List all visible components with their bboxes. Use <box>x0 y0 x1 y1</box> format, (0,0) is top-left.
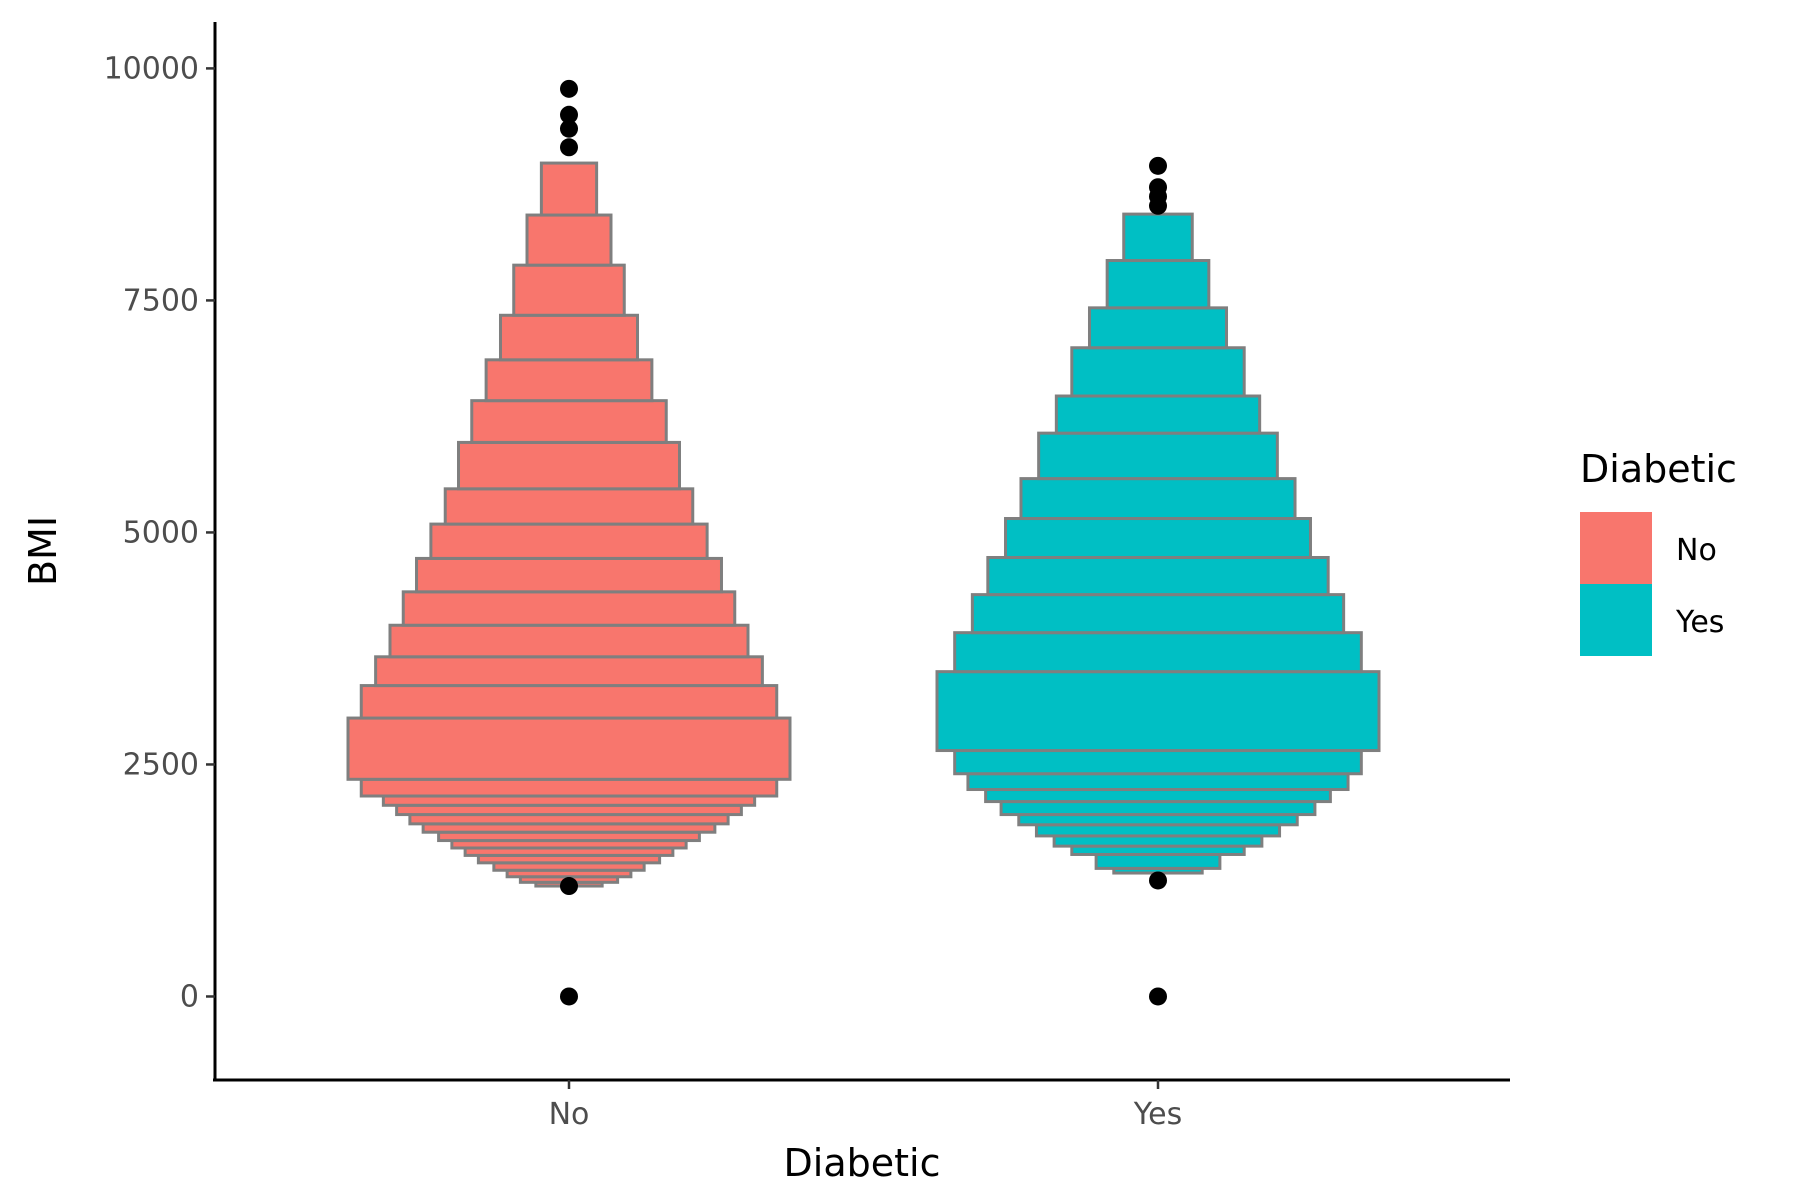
violin-band <box>484 358 654 403</box>
violin-band <box>525 213 613 267</box>
violin-band <box>1052 834 1264 848</box>
violin-band <box>970 593 1346 635</box>
outlier-point <box>560 119 578 138</box>
outlier-point <box>1149 871 1167 890</box>
y-tick-label: 0 <box>180 979 199 1014</box>
x-axis-title: Diabetic <box>784 1141 941 1185</box>
ticks: 0 2500 5000 7500 10000 No Yes <box>104 51 1183 1132</box>
violin-band <box>401 590 737 627</box>
violin-band <box>1122 212 1194 263</box>
violin-band <box>1070 346 1246 398</box>
violin-band <box>984 788 1332 804</box>
outlier-point <box>560 987 578 1006</box>
violin-band <box>1037 431 1279 481</box>
violin-band <box>359 777 779 798</box>
violin-band <box>470 399 668 444</box>
violin-band <box>1087 306 1229 350</box>
outlier-point <box>560 79 578 98</box>
legend-label-yes: Yes <box>1675 605 1724 640</box>
y-tick-label: 10000 <box>104 51 199 86</box>
violin-band <box>1017 813 1299 827</box>
y-axis-title: BMI <box>21 516 65 586</box>
outlier-point <box>560 105 578 124</box>
plot-area <box>346 79 1381 1006</box>
violin-band <box>443 487 695 526</box>
violin-band <box>986 555 1330 597</box>
violin-band <box>1004 517 1312 559</box>
x-tick-label: No <box>549 1097 590 1132</box>
violin-band <box>1105 259 1211 310</box>
violin-band <box>415 556 723 594</box>
y-tick-label: 7500 <box>123 283 199 318</box>
legend-label-no: No <box>1676 533 1717 568</box>
axes <box>213 22 1510 1082</box>
violin-band <box>1094 852 1222 870</box>
x-tick-label: Yes <box>1133 1097 1182 1132</box>
legend-swatch-no <box>1580 512 1652 584</box>
violin-band <box>935 670 1381 753</box>
y-tick-label: 5000 <box>123 515 199 550</box>
violin-no <box>346 161 792 888</box>
outlier-point <box>1149 987 1167 1006</box>
violin-band <box>953 631 1363 674</box>
violin-band <box>1019 477 1297 521</box>
y-tick-label: 2500 <box>123 747 199 782</box>
violin-band <box>953 749 1363 776</box>
violin-band <box>359 684 779 720</box>
violin-band <box>429 522 709 560</box>
legend: Diabetic No Yes <box>1580 447 1737 656</box>
legend-swatch-yes <box>1580 584 1652 656</box>
violin-band <box>346 716 792 781</box>
violin-band <box>966 772 1350 792</box>
violin-band <box>374 655 764 688</box>
outlier-point <box>1149 196 1167 215</box>
violin-band <box>498 313 640 362</box>
violin-band <box>388 623 750 659</box>
violin-band <box>457 440 681 491</box>
violin-yes <box>935 212 1381 875</box>
outlier-point <box>560 138 578 157</box>
violin-band <box>512 263 626 317</box>
violin-band <box>1034 823 1282 838</box>
legend-title: Diabetic <box>1580 447 1737 491</box>
outlier-point <box>1149 156 1167 175</box>
violin-band <box>999 800 1317 817</box>
violin-band <box>539 161 599 217</box>
outlier-point <box>560 877 578 896</box>
violin-band <box>1054 394 1262 435</box>
